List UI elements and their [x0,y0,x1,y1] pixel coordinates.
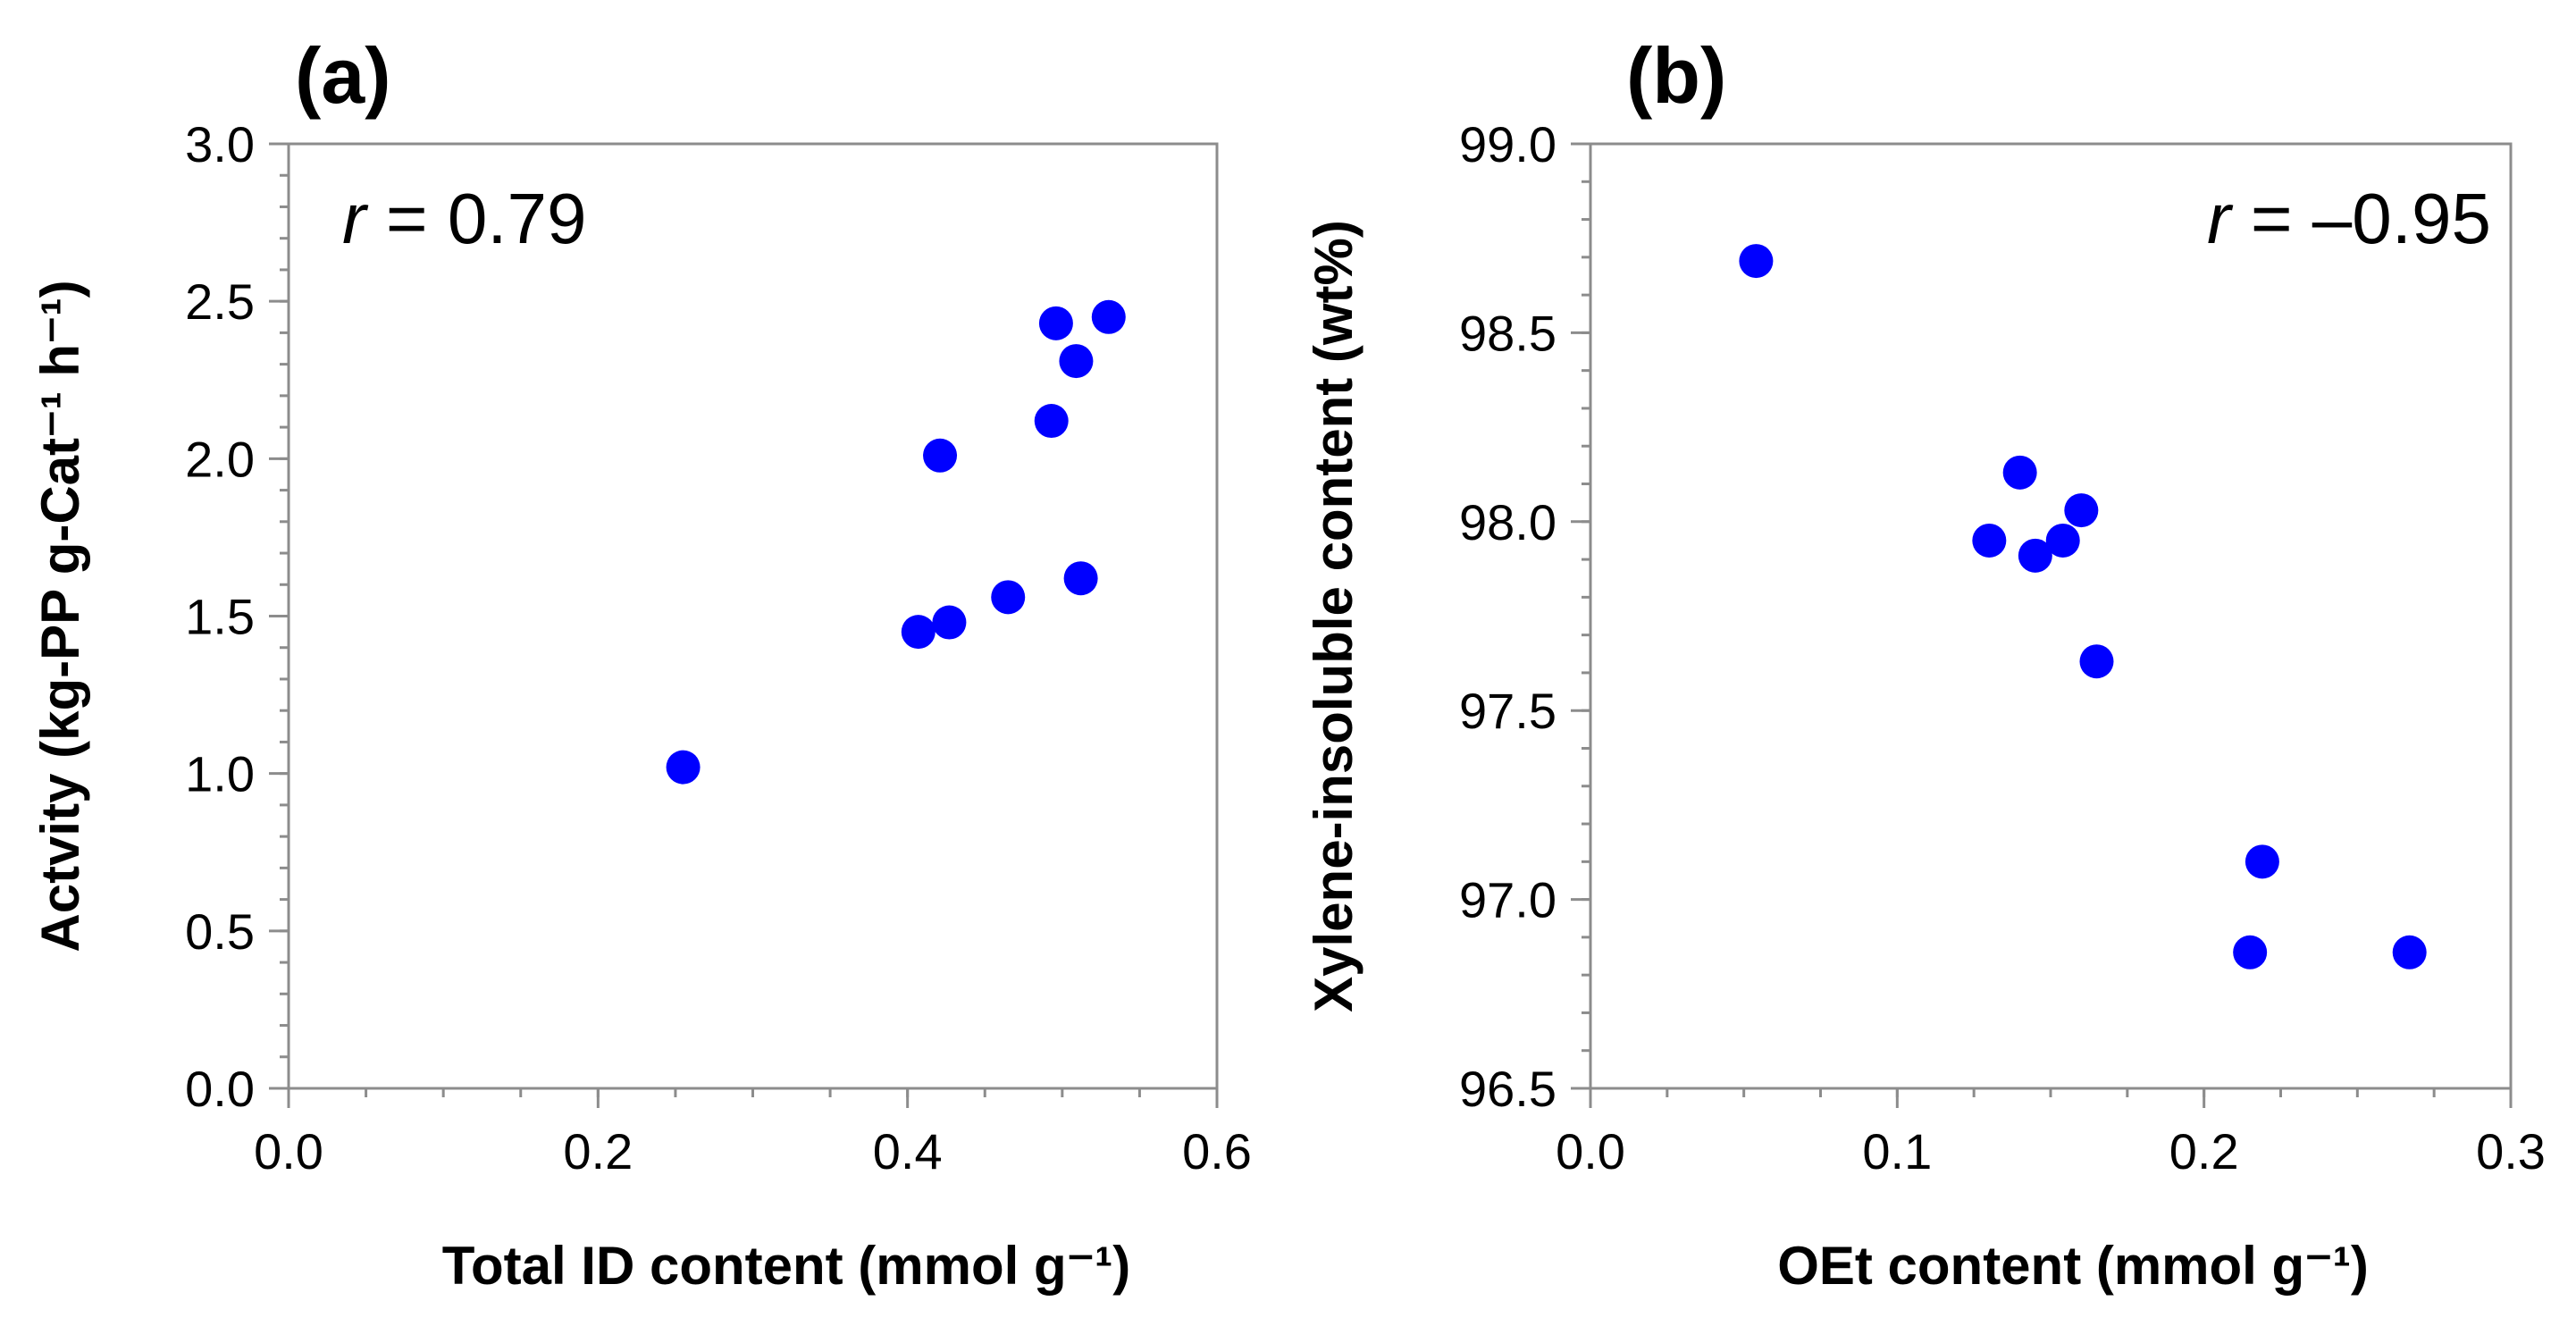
data-point [2245,844,2279,879]
x-tick-label: 0.6 [1182,1123,1252,1179]
correlation-symbol: r [342,179,369,258]
y-axis-title: Xylene-insoluble content (wt%) [1304,220,1364,1012]
x-tick-label: 0.0 [1556,1123,1625,1179]
data-point [1091,299,1126,334]
data-point [923,438,958,473]
data-point [1034,404,1069,439]
y-tick-label: 2.0 [185,431,255,487]
data-point [932,605,967,640]
chart-panel-2: 0.0 0.1 0.2 0.3 96.5 97.0 97.5 98.0 98.5 99.0 OEt … [1304,31,2546,1296]
chart-panel-1: 0.0 0.2 0.4 0.6 0.0 0.5 1.0 1.5 2.0 2.5 3.0 Total I… [30,31,1252,1296]
y-tick-label: 98.5 [1459,305,1557,361]
x-tick-label: 0.1 [1862,1123,1932,1179]
data-point [1739,244,1774,279]
y-tick-label: 97.5 [1459,683,1557,739]
x-axis-title: OEt content (mmol g⁻¹) [1777,1236,2369,1296]
y-tick-label: 1.0 [185,746,255,802]
data-point [1063,561,1098,596]
data-point [2079,644,2114,679]
data-point [991,580,1026,615]
data-point [2064,493,2099,528]
y-tick-label: 98.0 [1459,494,1557,550]
y-tick-label: 0.0 [185,1061,255,1117]
y-tick-label: 96.5 [1459,1061,1557,1117]
correlation-annotation: r = –0.95 [2207,179,2491,258]
y-tick-label: 2.5 [185,273,255,330]
correlation-symbol: r [2207,179,2234,258]
data-point [1972,523,2007,558]
data-point [2233,935,2268,969]
correlation-value: = 0.79 [366,179,587,258]
x-axis-title: Total ID content (mmol g⁻¹) [442,1236,1130,1296]
panel-label: (a) [295,31,391,120]
data-point [901,615,936,650]
plot-frame [287,142,1219,1090]
x-tick-label: 0.2 [2169,1123,2239,1179]
data-point [2045,523,2080,558]
x-tick-label: 0.4 [873,1123,943,1179]
x-tick-label: 0.2 [563,1123,633,1179]
y-tick-label: 3.0 [185,116,255,172]
data-point [666,750,701,785]
x-tick-label: 0.0 [254,1123,323,1179]
y-tick-label: 1.5 [185,589,255,645]
y-tick-label: 99.0 [1459,116,1557,172]
data-point [1038,306,1073,340]
data-point [1059,344,1094,379]
data-point [2018,538,2052,573]
data-point [2002,455,2037,490]
plot-frame [1589,142,2513,1090]
correlation-annotation: r = 0.79 [342,179,587,258]
y-tick-label: 97.0 [1459,872,1557,928]
data-point [2392,935,2427,969]
x-tick-label: 0.3 [2476,1123,2546,1179]
correlation-value: = –0.95 [2231,179,2491,258]
y-tick-label: 0.5 [185,903,255,960]
y-axis-title: Actvity (kg-PP g-Cat⁻¹ h⁻¹) [30,280,90,952]
panel-label: (b) [1626,31,1726,120]
